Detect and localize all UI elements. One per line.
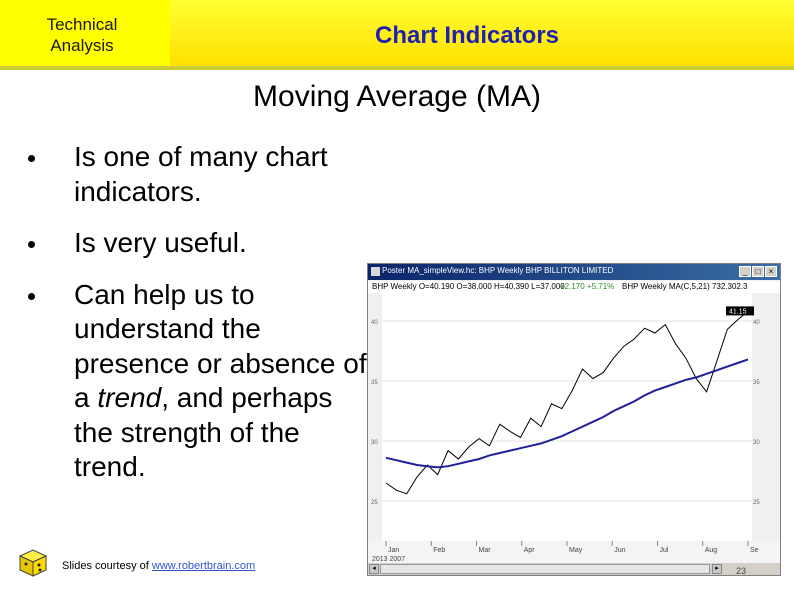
close-icon[interactable]: × [765, 266, 777, 277]
ma-series-line [385, 358, 749, 469]
y-tick-label-right: 30 [753, 440, 760, 446]
x-tick-label: Feb [433, 547, 445, 554]
y-tick-label-right: 40 [753, 320, 760, 326]
y-tick-label-left: 25 [371, 500, 378, 506]
bullet-text: Is one of many chart indicators. [74, 141, 328, 207]
chart-window-titlebar[interactable]: Poster MA_simpleView.hc: BHP Weekly BHP … [368, 264, 780, 280]
price-series-line [385, 311, 749, 495]
x-tick-label: May [569, 547, 583, 554]
bullet-text-after: , and perhaps the strength of the trend. [74, 382, 333, 482]
section-label-line2: Analysis [50, 36, 114, 55]
section-label: Technical Analysis [22, 14, 142, 56]
minimize-icon[interactable]: _ [739, 266, 751, 277]
scroll-right-icon[interactable]: ▸ [712, 564, 722, 574]
y-tick-label-left: 30 [371, 440, 378, 446]
x-tick-label: Mar [479, 547, 492, 554]
info-change: +2.170 +5.71% [560, 282, 615, 291]
bullet-list: Is one of many chart indicators. Is very… [28, 140, 388, 502]
last-price-label: 41.15 [729, 308, 747, 315]
app-icon [371, 267, 380, 276]
chart-x-axis: Jan Feb Mar Apr May Jun Jul Aug Se 2013 2007 [368, 541, 780, 563]
bullet-text-emphasis: trend [97, 382, 162, 413]
y-tick-label-right: 25 [753, 500, 760, 506]
x-tick-label: Aug [705, 547, 718, 554]
slide-number: 23 [736, 566, 747, 576]
bullet-item: Is very useful. [28, 226, 388, 261]
x-tick-label: Jul [660, 547, 669, 554]
bullet-dot-icon [28, 155, 35, 162]
y-tick-label-left: 40 [371, 320, 378, 326]
bullet-dot-icon [28, 241, 35, 248]
header-divider [0, 66, 794, 70]
footer-link[interactable]: www.robertbrain.com [151, 560, 256, 572]
header-section-box: Technical Analysis [0, 0, 170, 68]
x-tick-label: Apr [524, 547, 536, 554]
x-tick-label: Se [750, 547, 759, 554]
y-tick-label-right: 35 [753, 380, 760, 386]
bullet-item: Can help us to understand the presence o… [28, 278, 374, 485]
x-tick-label: Jun [614, 547, 625, 554]
info-left: BHP Weekly O=40.190 O=38.000 H=40.390 L=… [372, 282, 565, 291]
box-logo-icon [18, 549, 48, 577]
bullet-item: Is one of many chart indicators. [28, 140, 388, 209]
price-chart: 40 40 35 35 30 30 25 25 41.15 [371, 293, 760, 541]
chart-scrollbar[interactable]: ◂ ▸ [368, 563, 780, 575]
y-tick-label-left: 35 [371, 380, 378, 386]
scroll-thumb[interactable] [380, 564, 710, 574]
header-title: Chart Indicators [375, 22, 560, 49]
section-label-line1: Technical [46, 15, 118, 34]
scroll-left-icon[interactable]: ◂ [369, 564, 379, 574]
maximize-icon[interactable]: □ [752, 266, 764, 277]
slide-title: Moving Average (MA) [253, 80, 541, 113]
chart-info-bar: BHP Weekly O=40.190 O=38.000 H=40.390 L=… [368, 281, 780, 293]
bullet-text: Is very useful. [74, 227, 247, 258]
bullet-dot-icon [28, 292, 35, 300]
x-tick-label: Jan [388, 547, 399, 554]
chart-window: Poster MA_simpleView.hc: BHP Weekly BHP … [367, 263, 781, 576]
last-price-tag [726, 306, 754, 316]
bullet-text-before: Can help us to understand the presence o… [74, 278, 367, 414]
year-label: 2013 2007 [372, 556, 405, 563]
info-right: BHP Weekly MA(C,5,21) 732.302.3 [622, 282, 748, 291]
chart-window-title: Poster MA_simpleView.hc: BHP Weekly BHP … [382, 266, 614, 275]
footer-prefix: Slides courtesy of [62, 560, 152, 572]
header-title-band [170, 0, 794, 66]
footer-credit: Slides courtesy of www.robertbrain.com [62, 560, 255, 572]
